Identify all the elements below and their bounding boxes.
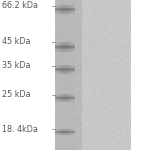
Text: 25 kDa: 25 kDa [2,90,30,99]
Text: 66.2 kDa: 66.2 kDa [2,2,38,10]
Text: 35 kDa: 35 kDa [2,61,30,70]
Text: 45 kDa: 45 kDa [2,38,30,46]
Text: 18. 4kDa: 18. 4kDa [2,124,37,134]
